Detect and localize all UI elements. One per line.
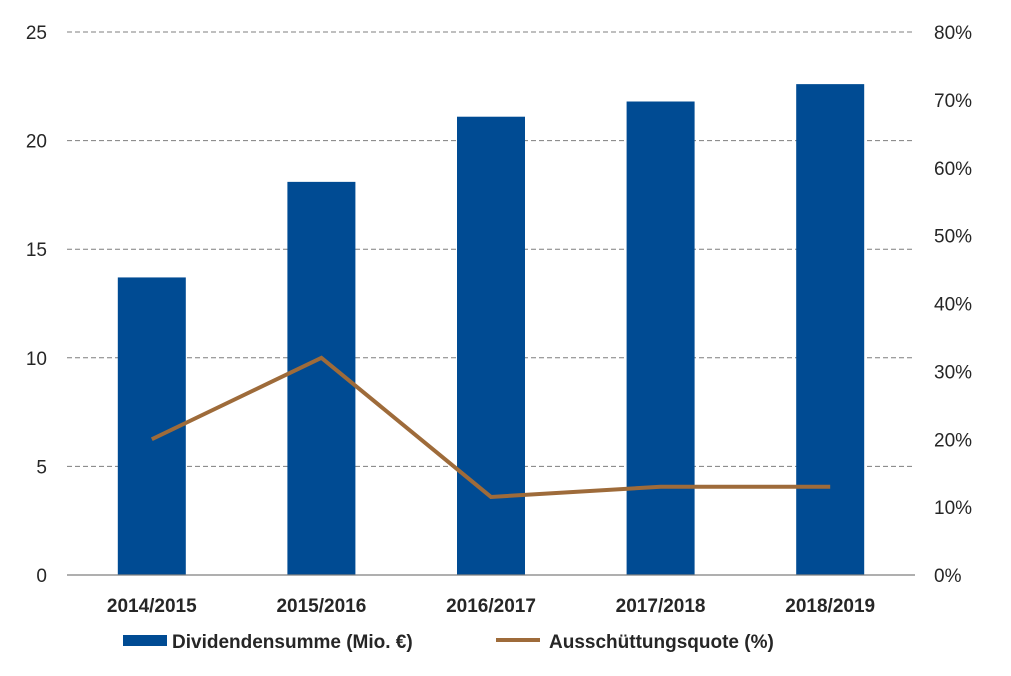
y-right-tick-label: 10% xyxy=(934,498,972,519)
y-left-tick-label: 25 xyxy=(26,23,47,44)
x-tick-label: 2015/2016 xyxy=(276,596,366,617)
y-right-tick-label: 30% xyxy=(934,362,972,383)
x-axis-labels: 2014/2015 2015/2016 2016/2017 2017/2018 2018… xyxy=(107,596,875,617)
y-left-tick-label: 5 xyxy=(36,457,47,478)
series-line xyxy=(150,355,831,499)
y-right-tick-label: 60% xyxy=(934,159,972,180)
y-right-tick-label: 70% xyxy=(934,91,972,112)
bar-series xyxy=(117,84,865,576)
y-axis-right: 0% 10% 20% 30% 40% 50% 60% 70% 80% xyxy=(934,23,972,587)
y-axis-left: 0 5 10 15 20 25 xyxy=(26,23,47,587)
legend-swatch-bar xyxy=(123,635,167,646)
x-tick-label: 2018/2019 xyxy=(785,596,875,617)
bar xyxy=(626,101,695,575)
legend: Dividendensumme (Mio. €) Ausschüttungsqu… xyxy=(123,632,774,653)
line-series xyxy=(150,355,831,499)
bar xyxy=(796,84,865,576)
y-right-tick-label: 40% xyxy=(934,295,972,316)
y-left-tick-label: 20 xyxy=(26,132,47,153)
legend-label-line: Ausschüttungsquote (%) xyxy=(549,632,774,653)
x-tick-label: 2017/2018 xyxy=(616,596,706,617)
y-right-tick-label: 80% xyxy=(934,23,972,44)
y-left-tick-label: 10 xyxy=(26,349,47,370)
bar xyxy=(457,116,525,575)
x-tick-label: 2014/2015 xyxy=(107,596,197,617)
y-left-tick-label: 15 xyxy=(26,240,47,261)
x-tick-label: 2016/2017 xyxy=(446,596,536,617)
legend-label-bar: Dividendensumme (Mio. €) xyxy=(172,632,413,653)
y-right-tick-label: 50% xyxy=(934,227,972,248)
y-right-tick-label: 0% xyxy=(934,566,962,587)
y-left-tick-label: 0 xyxy=(36,566,47,587)
y-right-tick-label: 20% xyxy=(934,430,972,451)
